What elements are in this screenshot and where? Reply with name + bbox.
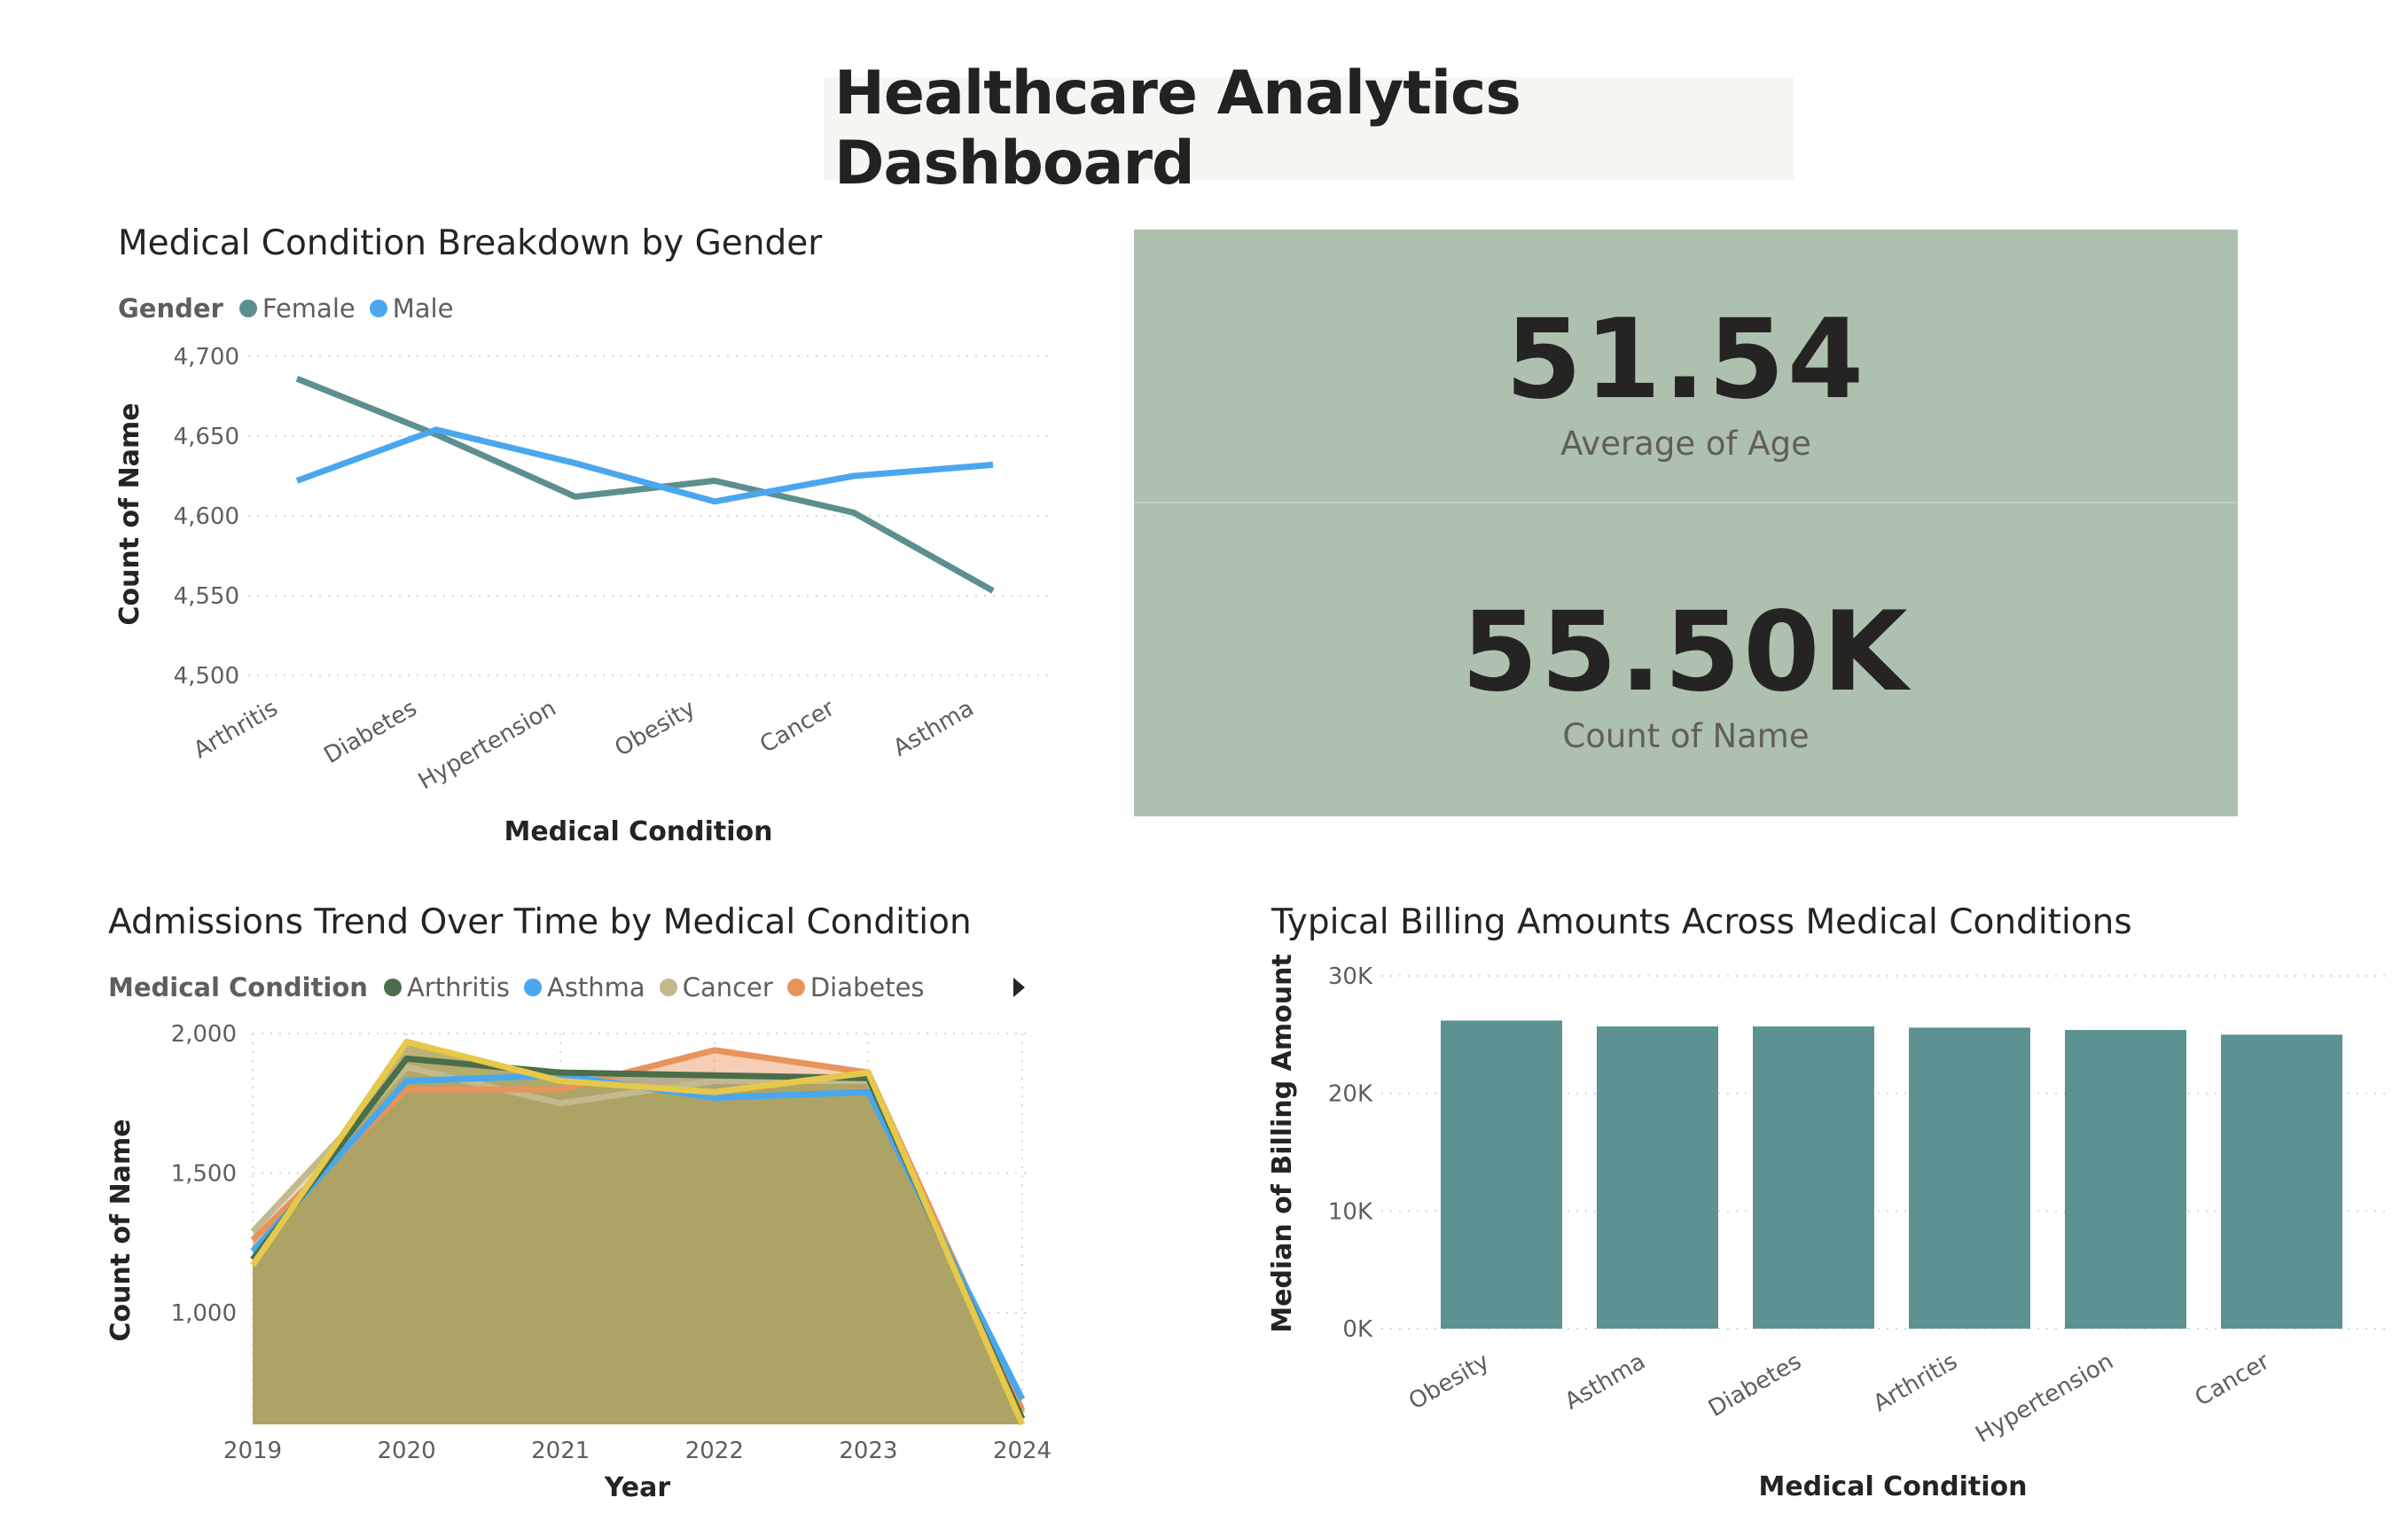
legend-label-female: Female — [262, 293, 356, 324]
x-tick-label: 2020 — [378, 1438, 436, 1464]
y-tick-label: 4,550 — [174, 583, 239, 610]
legend-item-male[interactable]: Male — [369, 293, 454, 324]
legend-dot-diabetes — [786, 979, 805, 996]
legend-dot-male — [369, 300, 387, 317]
kpi-divider — [1134, 502, 2238, 503]
bar-hypertension — [2065, 1030, 2186, 1329]
legend-item-female[interactable]: Female — [238, 293, 356, 324]
area-chart: 2,000 1,500 1,000 2019 2020 2021 2022 2023 2024 Y… — [106, 1021, 1052, 1503]
y-tick-label: 30K — [1328, 963, 1373, 990]
y-tick-label: 1,000 — [171, 1300, 237, 1327]
x-tick-label: 2023 — [839, 1438, 897, 1464]
y-tick-label: 4,500 — [174, 663, 239, 690]
x-tick-label: Arthritis — [1869, 1348, 1962, 1417]
legend-label-cancer: Cancer — [682, 972, 773, 1002]
kpi-count-name-label: Count of Name — [1562, 717, 1810, 755]
y-tick-label: 10K — [1328, 1198, 1373, 1225]
y-tick-label: 20K — [1328, 1081, 1373, 1108]
legend-label-male: Male — [392, 293, 454, 324]
x-tick-label: 2024 — [993, 1438, 1052, 1464]
y-tick-label: 4,600 — [174, 503, 239, 530]
line-chart: 4,700 4,650 4,600 4,550 4,500 Arthritis Diabet… — [114, 344, 1051, 847]
y-tick-label: 1,500 — [171, 1161, 237, 1188]
y-tick-label: 4,650 — [174, 424, 239, 450]
x-tick-label: 2019 — [223, 1438, 282, 1464]
series-area-other — [253, 1041, 1022, 1424]
bar-obesity — [1441, 1020, 1562, 1329]
legend-title: Medical Condition — [108, 972, 368, 1002]
x-tick-label: 2021 — [531, 1438, 590, 1464]
x-tick-label: Cancer — [2191, 1348, 2275, 1412]
x-tick-label: Arthritis — [189, 695, 282, 764]
line-chart-title: Medical Condition Breakdown by Gender — [118, 223, 823, 263]
x-axis-title: Year — [604, 1472, 671, 1503]
x-axis-title: Medical Condition — [1758, 1471, 2027, 1502]
series-line-female — [295, 375, 995, 594]
x-tick-label: Obesity — [610, 695, 700, 762]
x-tick-label: Hypertension — [414, 695, 561, 795]
x-tick-label: Obesity — [1404, 1348, 1494, 1416]
x-tick-label: 2022 — [685, 1438, 744, 1464]
y-tick-label: 4,700 — [174, 344, 239, 370]
legend-item-diabetes[interactable]: Diabetes — [786, 972, 925, 1002]
legend-item-cancer[interactable]: Cancer — [659, 972, 773, 1002]
x-tick-label: Asthma — [1560, 1348, 1650, 1416]
legend-label-diabetes: Diabetes — [809, 972, 925, 1002]
x-tick-label: Asthma — [889, 695, 979, 762]
bar-diabetes — [1753, 1026, 1874, 1329]
legend-item-asthma[interactable]: Asthma — [523, 972, 645, 1002]
x-tick-label: Diabetes — [1704, 1348, 1806, 1423]
dashboard-title: Healthcare Analytics Dashboard — [834, 58, 1521, 199]
legend-next-arrow-icon[interactable] — [1013, 978, 1025, 997]
area-chart-legend: Medical Condition Arthritis Asthma Cance… — [108, 972, 1039, 1002]
legend-item-arthritis[interactable]: Arthritis — [383, 972, 510, 1002]
bar-chart: 30K 20K 10K 0K Obesity Asthma Diabetes Arthriti… — [1267, 954, 2385, 1502]
y-tick-label: 0K — [1342, 1316, 1373, 1343]
bar-arthritis — [1909, 1027, 2030, 1329]
bar-cancer — [2221, 1034, 2342, 1329]
dashboard-title-box: Healthcare Analytics Dashboard — [824, 58, 1794, 199]
series-line-other — [250, 1038, 1026, 1426]
x-tick-label: Cancer — [755, 695, 840, 759]
legend-dot-asthma — [523, 979, 542, 996]
x-tick-label: Diabetes — [320, 695, 422, 769]
y-axis-title: Count of Name — [114, 402, 145, 625]
legend-label-asthma: Asthma — [546, 972, 645, 1002]
x-tick-label: Hypertension — [1971, 1348, 2118, 1448]
legend-title: Gender — [118, 293, 223, 324]
kpi-panel: 51.54 Average of Age 55.50K Count of Nam… — [1134, 230, 2238, 816]
legend-dot-arthritis — [383, 979, 402, 996]
kpi-average-age-label: Average of Age — [1560, 425, 1811, 463]
bar-chart-title: Typical Billing Amounts Across Medical C… — [1271, 902, 2132, 942]
x-axis-title: Medical Condition — [504, 816, 772, 847]
legend-dot-female — [238, 300, 257, 317]
series-line-male — [295, 426, 994, 505]
bar-asthma — [1597, 1026, 1718, 1329]
area-chart-title: Admissions Trend Over Time by Medical Co… — [108, 902, 972, 942]
kpi-average-age-value: 51.54 — [1505, 296, 1867, 424]
kpi-count-name-value: 55.50K — [1461, 589, 1911, 716]
line-chart-legend: Gender Female Male — [118, 293, 467, 324]
y-tick-label: 2,000 — [171, 1021, 237, 1048]
legend-dot-cancer — [659, 979, 677, 996]
y-axis-title: Count of Name — [106, 1119, 137, 1341]
y-axis-title: Median of Billing Amount — [1267, 954, 1298, 1333]
legend-label-arthritis: Arthritis — [406, 972, 510, 1002]
